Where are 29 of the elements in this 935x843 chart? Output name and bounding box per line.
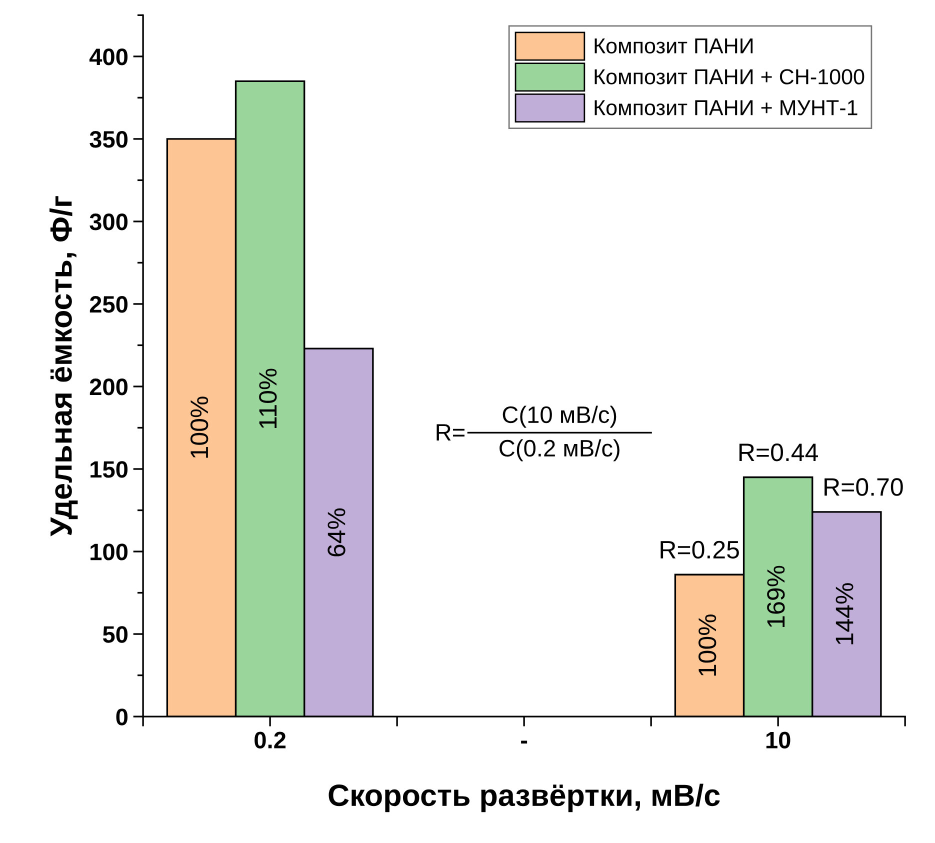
y-tick-label: 50 [102,626,128,643]
y-tick-label: 250 [90,296,128,313]
legend-label: Композит ПАНИ [594,38,753,54]
x-tick-label: - [521,740,528,744]
annotation: R= [436,424,464,440]
annotation: 64% [328,508,346,556]
annotation: R=0.44 [739,444,818,462]
annotation: 169% [767,566,785,627]
y-tick-label: 200 [90,378,128,396]
x-axis-title: Скорость развёртки, мВ/с [328,784,720,812]
y-tick-label: 350 [90,131,128,148]
annotation: R=0.25 [660,540,739,559]
annotation: 110% [259,368,277,428]
annotation: 144% [836,583,854,644]
annotation: 100% [698,614,716,676]
annotation: 100% [190,396,208,458]
legend-label: Композит ПАНИ + СН-1000 [594,69,864,84]
annotation: R=0.70 [824,478,903,496]
annotation: C(10 мВ/с) [502,406,616,428]
legend-label: Композит ПАНИ + МУНТ-1 [594,100,858,116]
y-tick-label: 400 [89,48,128,66]
annotation: C(0.2 мВ/с) [500,439,620,462]
y-tick-label: 150 [90,461,128,478]
x-tick-label: 0.2 [254,732,286,748]
y-tick-label: 300 [90,214,128,230]
x-tick-label: 10 [766,732,790,748]
y-tick-label: 100 [90,544,128,560]
y-tick-label: 0 [116,708,128,726]
y-axis-title: Удельная ёмкость, Ф/г [49,196,78,536]
